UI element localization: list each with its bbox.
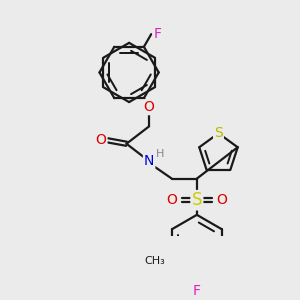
Text: F: F xyxy=(193,284,201,298)
Text: S: S xyxy=(192,191,202,209)
Text: O: O xyxy=(217,193,227,207)
Text: S: S xyxy=(214,126,223,140)
Text: O: O xyxy=(96,133,106,147)
Text: O: O xyxy=(144,100,154,114)
Text: H: H xyxy=(156,148,164,158)
Text: N: N xyxy=(144,154,154,168)
Text: CH₃: CH₃ xyxy=(145,256,165,266)
Text: F: F xyxy=(154,27,161,41)
Text: O: O xyxy=(166,193,177,207)
